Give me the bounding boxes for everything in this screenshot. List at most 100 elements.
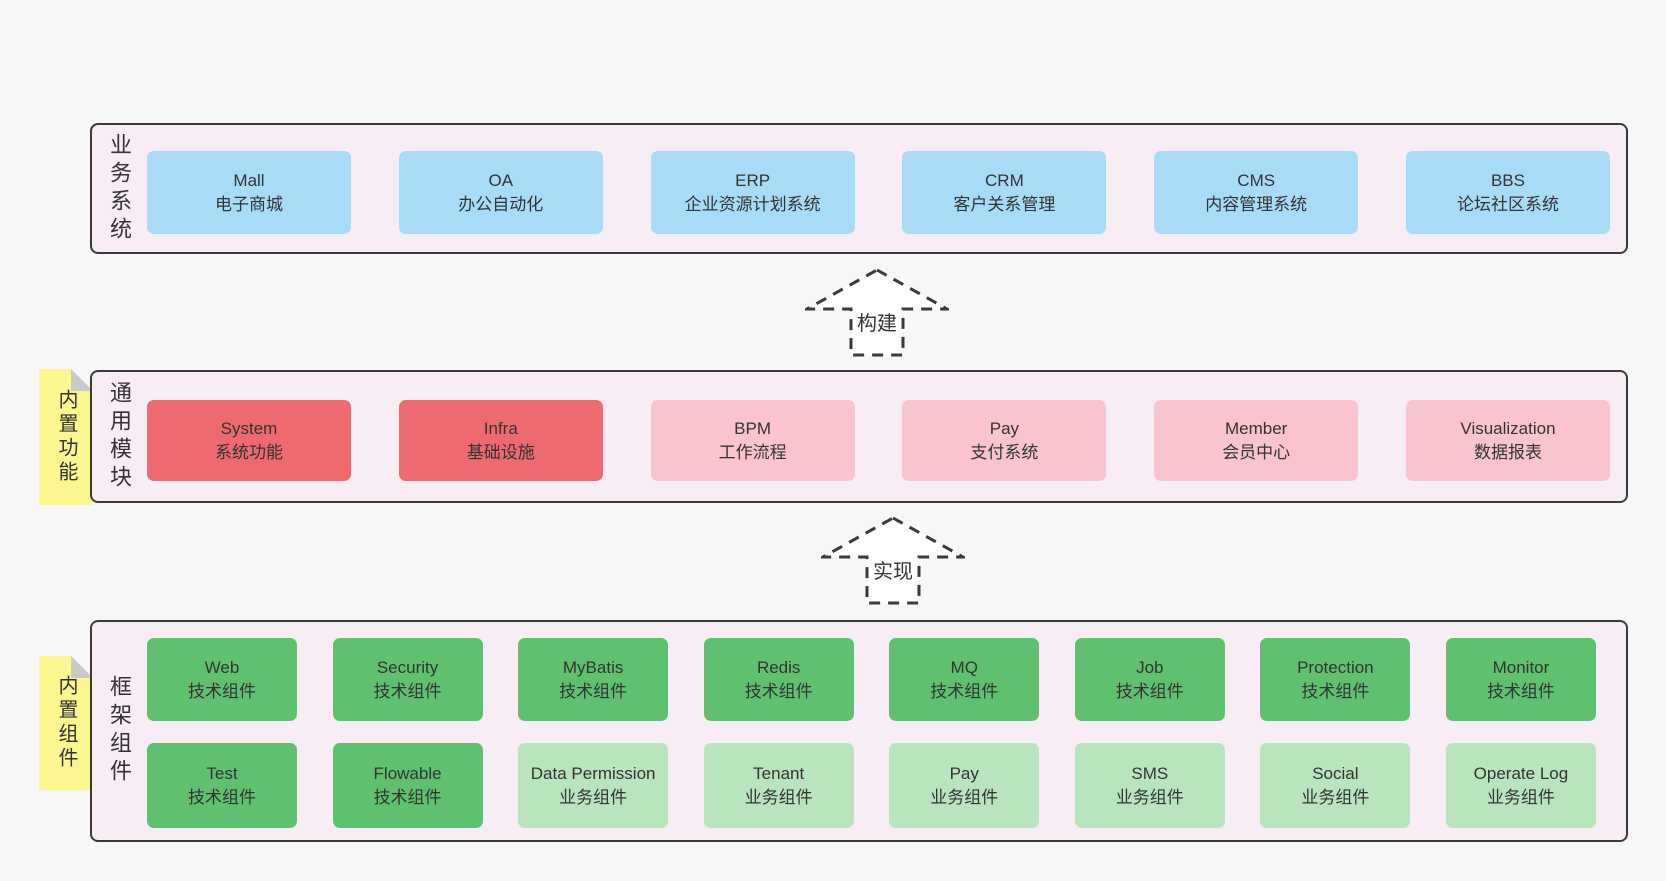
component-box-mybatis: MyBatis 技术组件: [518, 638, 669, 721]
box-subtitle: 数据报表: [1473, 442, 1542, 462]
system-box-mall: Mall 电子商城: [147, 151, 351, 234]
box-subtitle: 业务组件: [1486, 787, 1555, 807]
box-title: Flowable: [373, 763, 442, 783]
module-box-pay: Pay 支付系统: [902, 400, 1107, 481]
module-box-system: System 系统功能: [147, 400, 351, 481]
system-box-oa: OA 办公自动化: [398, 151, 603, 234]
component-box-operate-log: Operate Log 业务组件: [1445, 743, 1596, 828]
component-box-data-permission: Data Permission 业务组件: [518, 743, 669, 828]
box-subtitle: 工作流程: [718, 442, 787, 462]
component-box-test: Test 技术组件: [147, 743, 297, 828]
module-box-visualization: Visualization 数据报表: [1405, 400, 1610, 481]
component-box-mq: MQ 技术组件: [889, 638, 1040, 721]
box-title: Mall: [233, 170, 265, 190]
box-subtitle: 论坛社区系统: [1456, 194, 1559, 214]
box-subtitle: 系统功能: [215, 442, 283, 462]
box-title: Pay: [949, 763, 979, 783]
arrow-label-implement: 实现: [871, 555, 915, 584]
system-box-bbs: BBS 论坛社区系统: [1405, 151, 1610, 234]
box-title: CRM: [985, 170, 1024, 190]
box-subtitle: 技术组件: [373, 681, 442, 701]
box-subtitle: 支付系统: [970, 442, 1039, 462]
box-title: CMS: [1237, 170, 1276, 190]
component-box-redis: Redis 技术组件: [703, 638, 854, 721]
box-title: OA: [488, 170, 514, 190]
box-subtitle: 业务组件: [744, 787, 813, 807]
component-box-protection: Protection 技术组件: [1260, 638, 1411, 721]
component-box-monitor: Monitor 技术组件: [1445, 638, 1596, 721]
box-title: Web: [204, 657, 240, 677]
band-label-wrap: 框架组件: [94, 622, 144, 840]
component-box-pay: Pay 业务组件: [889, 743, 1040, 828]
box-title: BPM: [734, 418, 772, 438]
box-title: Test: [206, 763, 238, 783]
box-title: Security: [376, 657, 439, 677]
box-subtitle: 技术组件: [188, 787, 256, 807]
sticky-note-built-in-features: 内置功能: [39, 369, 93, 505]
box-title: Visualization: [1460, 418, 1556, 438]
box-title: SMS: [1131, 763, 1169, 783]
component-box-tenant: Tenant 业务组件: [703, 743, 854, 828]
band-label-wrap: 业务系统: [94, 125, 144, 252]
sticky-note-built-in-components: 内置组件: [39, 656, 93, 790]
band-row: Test 技术组件 Flowable 技术组件 Data Permission …: [147, 743, 1596, 828]
box-subtitle: 会员中心: [1222, 442, 1291, 462]
sticky-note-label: 内置功能: [55, 389, 77, 485]
system-box-crm: CRM 客户关系管理: [902, 151, 1107, 234]
component-box-security: Security 技术组件: [332, 638, 483, 721]
box-subtitle: 内容管理系统: [1205, 194, 1308, 214]
box-subtitle: 技术组件: [1486, 681, 1555, 701]
box-subtitle: 业务组件: [1301, 787, 1370, 807]
band-row: Mall 电子商城 OA 办公自动化 ERP 企业资源计划系统 CRM 客户关系…: [147, 151, 1610, 234]
component-box-job: Job 技术组件: [1074, 638, 1225, 721]
box-title: System: [220, 418, 278, 438]
band-row: Web 技术组件 Security 技术组件 MyBatis 技术组件 Redi…: [147, 638, 1596, 721]
box-subtitle: 技术组件: [744, 681, 813, 701]
module-box-bpm: BPM 工作流程: [650, 400, 855, 481]
box-title: BBS: [1490, 170, 1525, 190]
box-subtitle: 技术组件: [930, 681, 999, 701]
box-subtitle: 企业资源计划系统: [684, 194, 821, 214]
system-box-cms: CMS 内容管理系统: [1154, 151, 1359, 234]
box-title: Infra: [483, 418, 518, 438]
box-subtitle: 业务组件: [559, 787, 628, 807]
box-subtitle: 技术组件: [1115, 681, 1184, 701]
box-subtitle: 基础设施: [466, 442, 535, 462]
box-title: Data Permission: [530, 763, 656, 783]
band-title: 框架组件: [107, 675, 132, 787]
box-title: MQ: [950, 657, 978, 677]
band-title: 业务系统: [107, 132, 132, 245]
up-arrow-build: 构建: [805, 268, 949, 358]
sticky-note-label: 内置组件: [55, 675, 77, 771]
band-business-systems: 业务系统 Mall 电子商城 OA 办公自动化 ERP 企业资源计划系统 CRM…: [90, 123, 1628, 254]
box-subtitle: 技术组件: [373, 787, 442, 807]
component-box-sms: SMS 业务组件: [1074, 743, 1225, 828]
box-title: Job: [1136, 657, 1164, 677]
box-title: Monitor: [1492, 657, 1550, 677]
box-title: ERP: [735, 170, 771, 190]
module-box-infra: Infra 基础设施: [398, 400, 603, 481]
band-row: System 系统功能 Infra 基础设施 BPM 工作流程 Pay 支付系统…: [147, 400, 1610, 481]
box-subtitle: 技术组件: [188, 681, 256, 701]
box-subtitle: 电子商城: [215, 194, 283, 214]
box-title: Operate Log: [1473, 763, 1569, 783]
band-label-wrap: 通用模块: [94, 372, 144, 501]
box-subtitle: 客户关系管理: [953, 194, 1056, 214]
band-common-modules: 通用模块 System 系统功能 Infra 基础设施 BPM 工作流程 Pay…: [90, 370, 1628, 503]
box-title: Member: [1225, 418, 1288, 438]
up-arrow-implement: 实现: [821, 516, 965, 606]
component-box-web: Web 技术组件: [147, 638, 297, 721]
box-subtitle: 技术组件: [1301, 681, 1370, 701]
arrow-label-build: 构建: [855, 307, 899, 336]
module-box-member: Member 会员中心: [1154, 400, 1359, 481]
box-subtitle: 办公自动化: [458, 194, 544, 214]
box-title: MyBatis: [562, 657, 624, 677]
component-box-flowable: Flowable 技术组件: [332, 743, 483, 828]
box-title: Pay: [989, 418, 1020, 438]
component-box-social: Social 业务组件: [1260, 743, 1411, 828]
box-title: Social: [1312, 763, 1359, 783]
band-title: 通用模块: [107, 380, 132, 493]
box-subtitle: 业务组件: [1115, 787, 1184, 807]
band-framework-components: 框架组件 Web 技术组件 Security 技术组件 MyBatis 技术组件…: [90, 620, 1628, 842]
